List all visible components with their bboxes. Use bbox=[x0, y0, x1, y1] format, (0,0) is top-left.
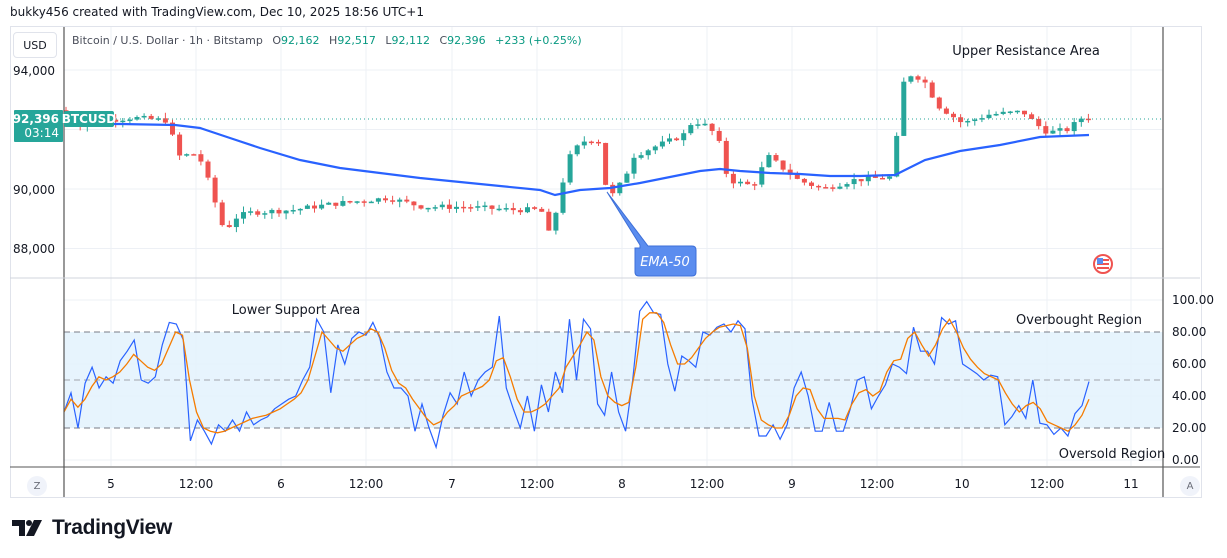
overbought-label: Overbought Region bbox=[1016, 313, 1142, 328]
time-axis[interactable]: 5 12:00 6 12:00 7 12:00 8 12:00 9 12:00 10 12:00 11 bbox=[107, 477, 1138, 491]
high-label: H bbox=[329, 34, 338, 47]
close-value: 92,396 bbox=[447, 34, 486, 47]
zoom-reset-button[interactable]: Z bbox=[27, 476, 47, 496]
time-tick: 7 bbox=[448, 477, 456, 491]
indicator-tick: 20.00 bbox=[1172, 421, 1206, 435]
ema-callout: EMA-50 bbox=[606, 191, 697, 277]
auto-scale-button[interactable]: A bbox=[1180, 476, 1200, 496]
indicator-tick: 80.00 bbox=[1172, 325, 1206, 339]
ema-50-line bbox=[64, 122, 1090, 197]
price-change: +233 (+0.25%) bbox=[495, 34, 582, 47]
ema-callout-label: EMA-50 bbox=[640, 255, 690, 270]
stoch-band-lines bbox=[64, 331, 1163, 429]
price-tick: 88,000 bbox=[13, 242, 55, 256]
low-label: L bbox=[385, 34, 392, 47]
low-value: 92,112 bbox=[391, 34, 430, 47]
chart-credit: bukky456 created with TradingView.com, D… bbox=[10, 5, 424, 19]
open-value: 92,162 bbox=[281, 34, 320, 47]
time-tick: 5 bbox=[107, 477, 115, 491]
symbol-tag: BTCUSD bbox=[62, 112, 117, 126]
lower-support-label: Lower Support Area bbox=[232, 303, 361, 318]
pane-separators bbox=[10, 27, 1200, 497]
last-price-tag: 92,396 03:14 BTCUSD bbox=[13, 110, 117, 142]
high-value: 92,517 bbox=[337, 34, 376, 47]
symbol-legend: Bitcoin / U.S. Dollar · 1h · Bitstamp O9… bbox=[72, 34, 582, 47]
time-tick: 9 bbox=[788, 477, 796, 491]
oversold-label: Oversold Region bbox=[1059, 447, 1166, 462]
time-tick: 12:00 bbox=[349, 477, 384, 491]
indicator-tick: 60.00 bbox=[1172, 357, 1206, 371]
stoch-d-line bbox=[63, 312, 1090, 434]
time-tick: 10 bbox=[954, 477, 969, 491]
tradingview-logo: TradingView bbox=[12, 516, 172, 540]
time-tick: 12:00 bbox=[1030, 477, 1065, 491]
tradingview-wordmark: TradingView bbox=[52, 516, 173, 539]
bar-countdown: 03:14 bbox=[24, 126, 59, 140]
candlestick-series bbox=[63, 74, 1091, 235]
upper-resistance-label: Upper Resistance Area bbox=[952, 44, 1100, 59]
tradingview-logo-icon bbox=[12, 520, 42, 536]
close-label: C bbox=[439, 34, 448, 47]
open-label: O bbox=[272, 34, 282, 47]
time-tick: 6 bbox=[277, 477, 285, 491]
time-tick: 12:00 bbox=[690, 477, 725, 491]
currency-button[interactable]: USD bbox=[13, 32, 57, 58]
indicator-tick: 40.00 bbox=[1172, 389, 1206, 403]
indicator-tick: 100.00 bbox=[1172, 293, 1214, 307]
indicator-axis: 100.00 80.00 60.00 40.00 20.00 0.00 bbox=[1172, 293, 1214, 467]
price-tick: 94,000 bbox=[13, 64, 55, 78]
symbol-description: Bitcoin / U.S. Dollar · 1h · Bitstamp bbox=[72, 34, 263, 47]
time-tick: 12:00 bbox=[520, 477, 555, 491]
stoch-k-line bbox=[63, 300, 1090, 450]
time-tick: 12:00 bbox=[179, 477, 214, 491]
time-tick: 8 bbox=[618, 477, 626, 491]
time-tick: 12:00 bbox=[860, 477, 895, 491]
indicator-tick: 0.00 bbox=[1172, 453, 1199, 467]
time-tick: 11 bbox=[1123, 477, 1138, 491]
last-price-value: 92,396 bbox=[13, 112, 59, 126]
us-economic-event-icon[interactable] bbox=[1093, 254, 1113, 274]
price-tick: 90,000 bbox=[13, 183, 55, 197]
